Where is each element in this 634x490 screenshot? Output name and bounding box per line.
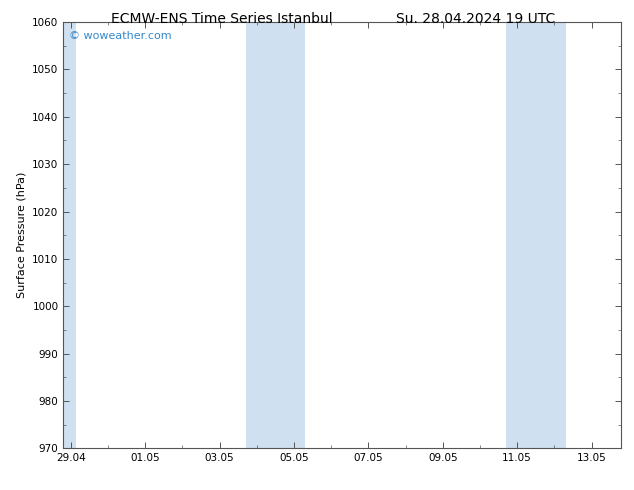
Text: © woweather.com: © woweather.com: [69, 30, 172, 41]
Text: ECMW-ENS Time Series Istanbul: ECMW-ENS Time Series Istanbul: [111, 12, 333, 26]
Bar: [245, 22, 305, 448]
Bar: [506, 22, 566, 448]
Y-axis label: Surface Pressure (hPa): Surface Pressure (hPa): [16, 172, 27, 298]
Text: Su. 28.04.2024 19 UTC: Su. 28.04.2024 19 UTC: [396, 12, 555, 26]
Bar: [63, 22, 77, 448]
